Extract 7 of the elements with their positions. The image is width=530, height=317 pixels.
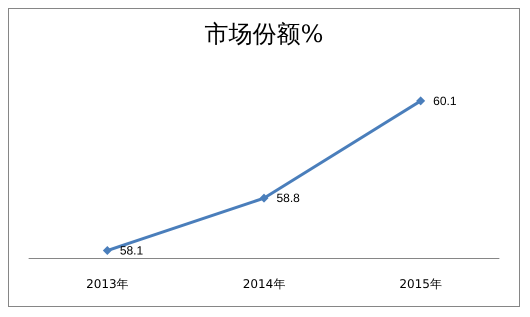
data-label: 58.8 xyxy=(276,191,300,206)
data-label: 60.1 xyxy=(433,94,457,108)
x-tick-label: 2015年 xyxy=(399,277,442,291)
chart-title: 市场份额% xyxy=(204,20,324,48)
x-tick-label: 2014年 xyxy=(242,277,286,291)
data-label: 58.1 xyxy=(120,244,144,258)
x-tick-label: 2013年 xyxy=(86,277,129,291)
